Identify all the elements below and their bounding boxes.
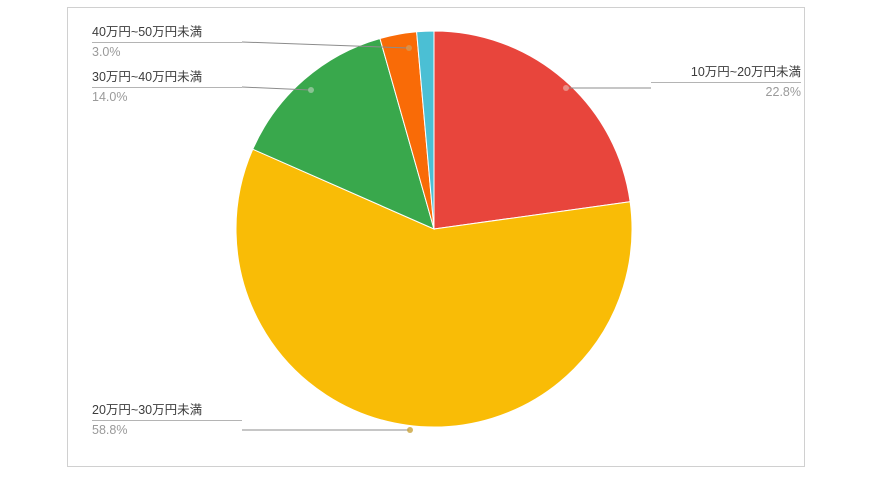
pie-slice-group (235, 30, 633, 428)
callout-over10-rule (651, 82, 801, 83)
callout-over40-rule (92, 42, 242, 43)
callout-over20-rule (92, 420, 242, 421)
callout-over20-category: 20万円~30万円未満 (92, 403, 203, 417)
callout-over40-category: 40万円~50万円未満 (92, 25, 203, 39)
leader-dot-over10 (563, 85, 569, 91)
callout-over10-percent: 22.8% (765, 85, 801, 99)
callout-over30: 30万円~40万円未満 14.0% (92, 69, 242, 106)
pie-slice (433, 30, 631, 230)
leader-line-group (241, 41, 651, 433)
callout-over10: 10万円~20万円未満 22.8% (651, 64, 801, 101)
leader-dot-over20 (407, 427, 413, 433)
callout-over30-percent: 14.0% (92, 90, 128, 104)
pie-slice (252, 37, 435, 230)
pie-slice (416, 30, 435, 230)
callout-over30-rule (92, 87, 242, 88)
leader-dot-over30 (308, 87, 314, 93)
leader-line-over40 (241, 41, 409, 49)
callout-over40: 40万円~50万円未満 3.0% (92, 24, 242, 61)
leader-dot-over40 (406, 45, 412, 51)
callout-over30-category: 30万円~40万円未満 (92, 70, 203, 84)
callout-over20-percent: 58.8% (92, 423, 128, 437)
callout-over40-percent: 3.0% (92, 45, 121, 59)
callout-over10-category: 10万円~20万円未満 (690, 65, 801, 79)
pie-slice (235, 148, 633, 428)
callout-over20: 20万円~30万円未満 58.8% (92, 402, 242, 439)
leader-line-over30 (241, 86, 311, 91)
